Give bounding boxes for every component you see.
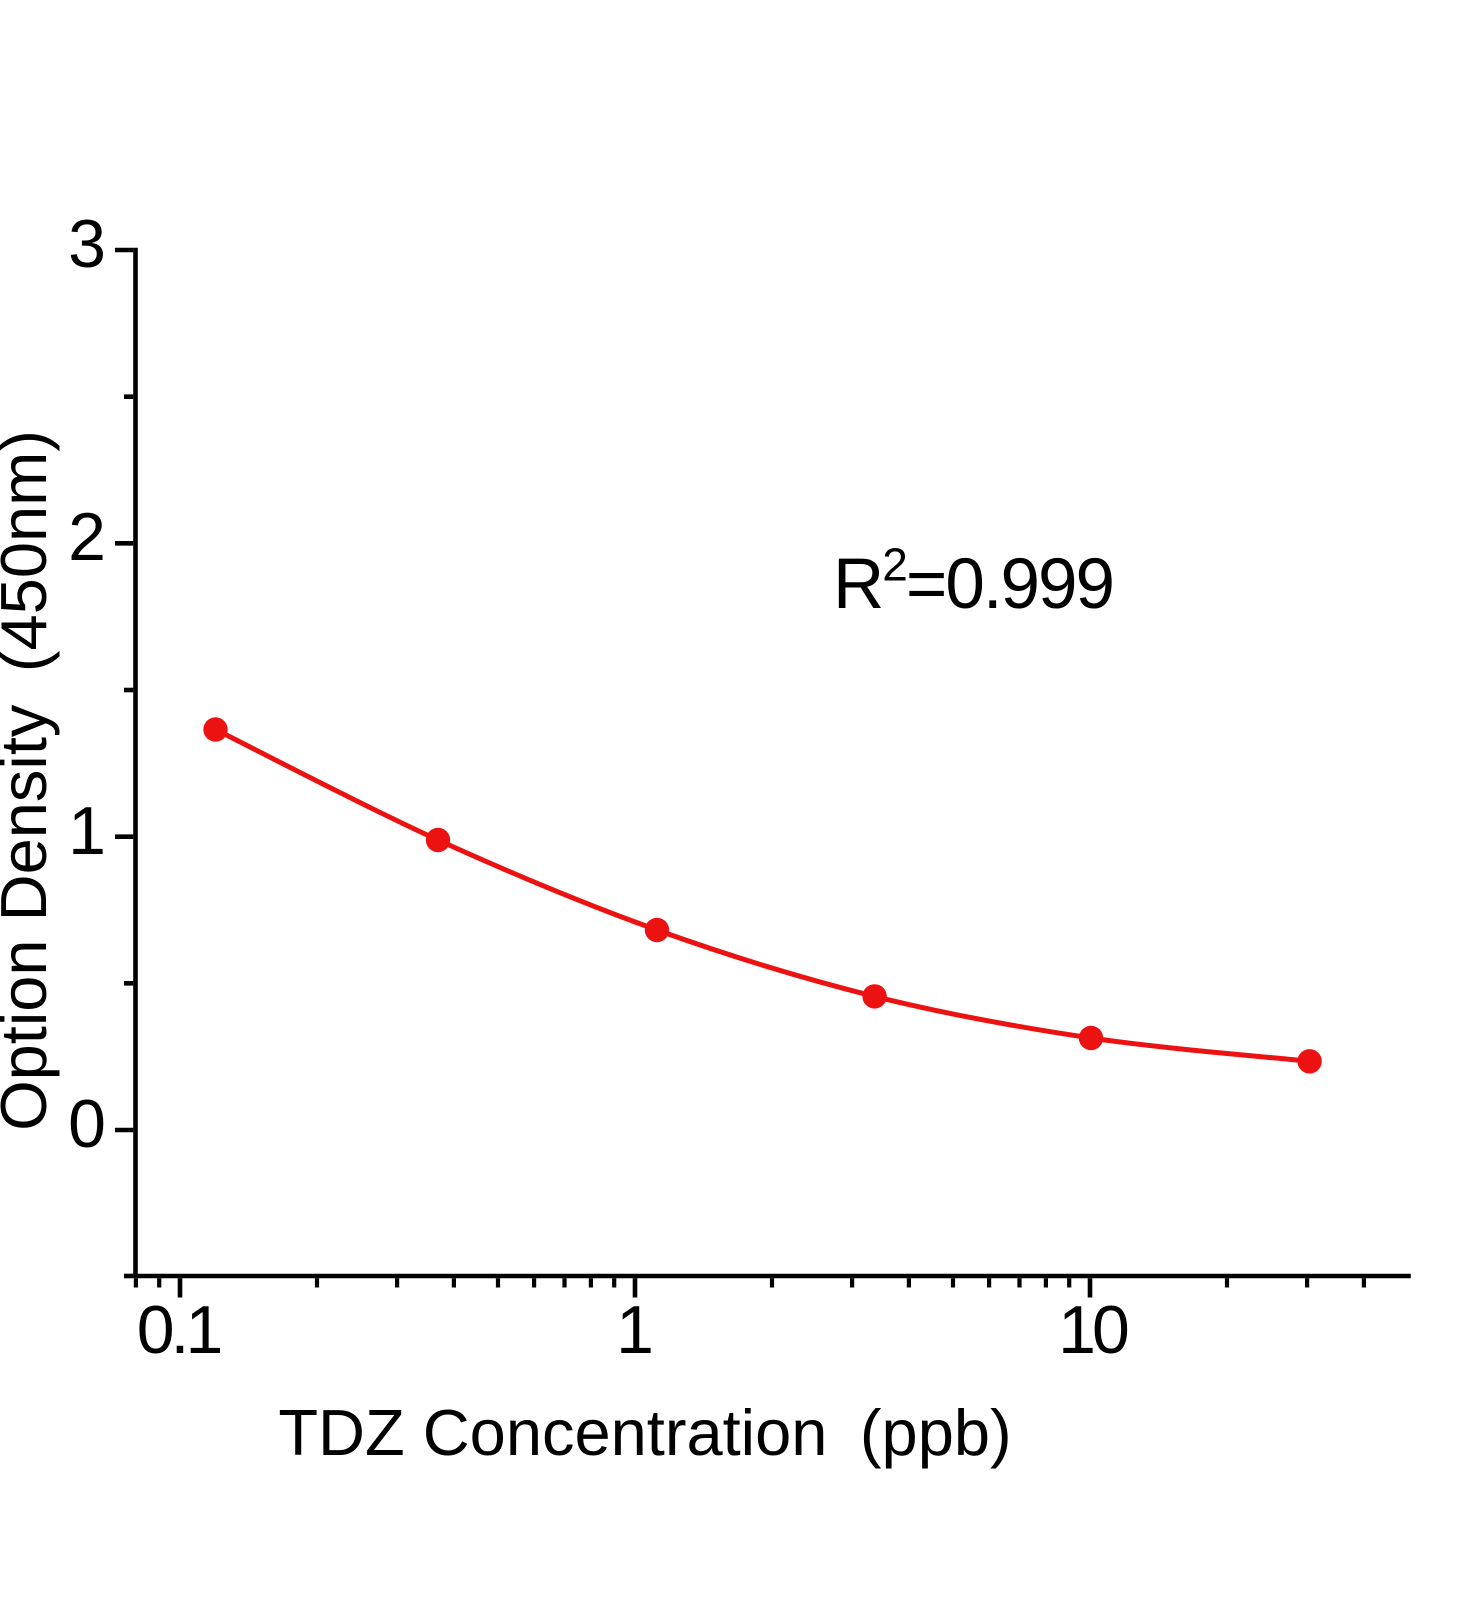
svg-text:R2=0.999: R2=0.999: [833, 539, 1113, 624]
svg-text:3: 3: [68, 206, 106, 282]
svg-text:2: 2: [68, 499, 106, 575]
svg-text:1: 1: [616, 1292, 654, 1368]
svg-text:10: 10: [1058, 1292, 1128, 1368]
svg-text:TDZ Concentration (ppb): TDZ Concentration (ppb): [278, 1396, 1011, 1469]
svg-text:0: 0: [68, 1086, 106, 1162]
svg-text:Option Density (450nm): Option Density (450nm): [0, 430, 60, 1131]
svg-text:1: 1: [68, 793, 106, 869]
svg-text:0.1: 0.1: [137, 1292, 221, 1368]
